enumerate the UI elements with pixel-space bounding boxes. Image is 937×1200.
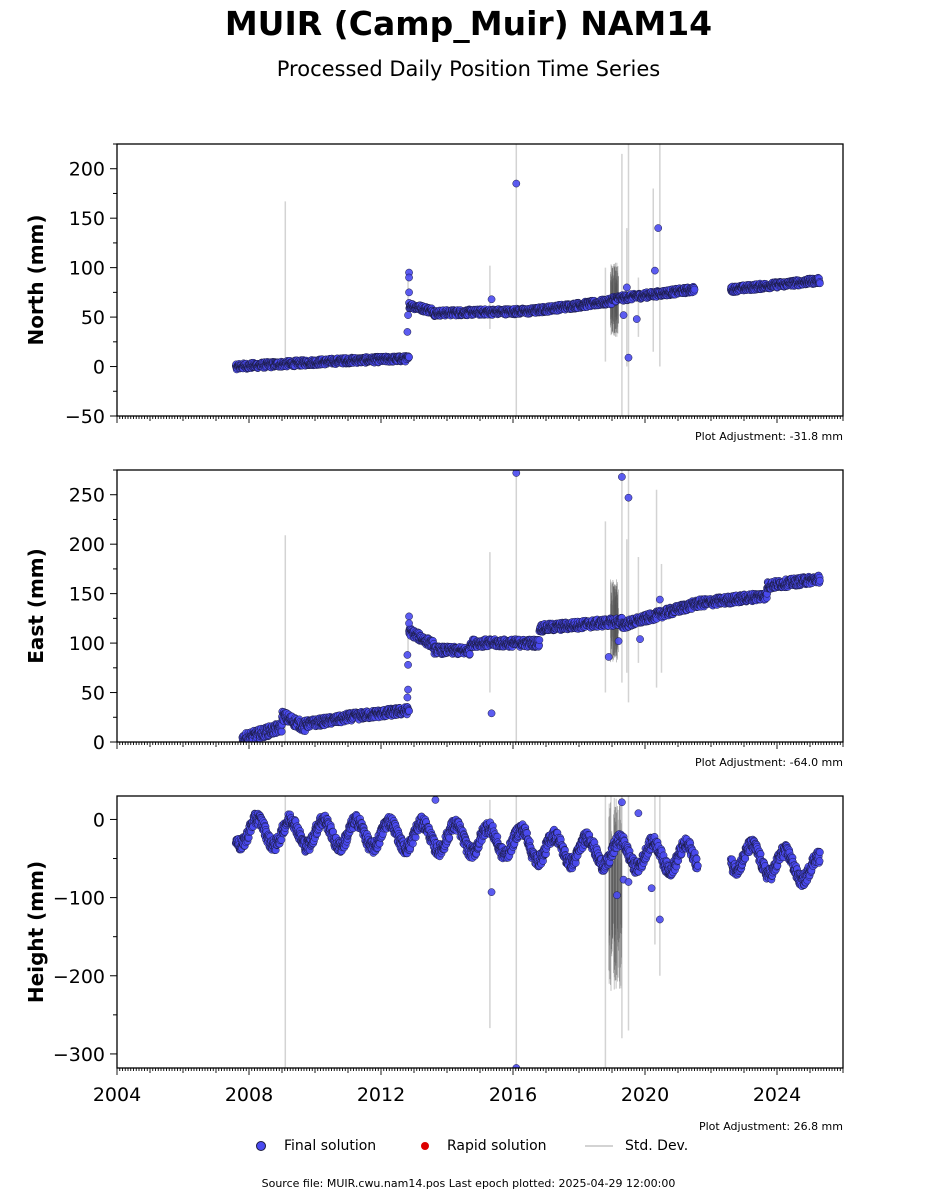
panel-1: 0 50 100 150 200 250 East (mm) Plot Adjustment:… <box>24 469 844 769</box>
outlier-point <box>404 661 412 669</box>
outlier-point <box>487 295 496 304</box>
y-tick-label: 50 <box>81 683 105 705</box>
panel-plot-area-1 <box>238 470 824 742</box>
y-tick-label: 200 <box>69 534 105 556</box>
data-point <box>816 279 824 288</box>
y-tick-label: −50 <box>65 406 105 428</box>
outlier-point <box>636 635 644 643</box>
y-tick-label: 200 <box>69 159 105 181</box>
outlier-point <box>405 273 413 282</box>
y-tick-label: 150 <box>69 208 105 230</box>
outlier-point <box>624 493 633 502</box>
outlier-point <box>651 266 659 275</box>
panel-frame <box>116 143 844 417</box>
data-point <box>405 707 413 715</box>
y-tick-label: 150 <box>69 584 105 606</box>
outlier-point <box>403 328 412 336</box>
outlier-point <box>487 709 496 718</box>
y-axis-label: East (mm) <box>24 548 48 664</box>
plot-adjustment-note: Plot Adjustment: -64.0 mm <box>695 756 843 769</box>
outlier-point <box>403 651 412 659</box>
chart-title: MUIR (Camp_Muir) NAM14 <box>224 4 713 43</box>
panel-plot-area-2 <box>231 796 824 1068</box>
outlier-point <box>654 224 663 232</box>
data-point <box>690 285 699 294</box>
data-point <box>277 727 286 736</box>
data-point <box>405 353 413 361</box>
data-point <box>535 636 544 644</box>
y-axis-label: North (mm) <box>24 214 48 345</box>
outlier-point <box>405 612 413 621</box>
y-tick-label: 100 <box>69 633 105 655</box>
y-tick-label: 100 <box>69 258 105 280</box>
panel-plot-area-0 <box>231 144 824 416</box>
y-tick-label: 50 <box>81 307 105 329</box>
outlier-point <box>632 315 641 323</box>
outlier-point <box>619 311 628 319</box>
y-tick-label: 250 <box>69 485 105 507</box>
outlier-point <box>405 619 413 628</box>
data-point <box>465 650 474 659</box>
y-tick-label: 0 <box>93 357 105 379</box>
outlier-point <box>403 693 412 702</box>
panel-0: −50 0 50 100 150 200 North (mm) Plot Adjustment… <box>24 143 844 443</box>
outlier-point <box>404 311 412 319</box>
y-tick-label: 0 <box>93 732 105 754</box>
data-point <box>816 576 824 585</box>
outlier-point <box>624 353 633 362</box>
outlier-point <box>512 179 521 188</box>
outlier-point <box>604 653 613 661</box>
outlier-point <box>623 283 631 292</box>
outlier-point <box>614 637 623 645</box>
outlier-point <box>618 473 626 481</box>
outlier-point <box>405 288 413 297</box>
plot-adjustment-note: Plot Adjustment: -31.8 mm <box>695 430 843 443</box>
outlier-point <box>656 595 664 604</box>
chart-subtitle: Processed Daily Position Time Series <box>276 57 661 81</box>
outlier-point <box>404 685 412 694</box>
